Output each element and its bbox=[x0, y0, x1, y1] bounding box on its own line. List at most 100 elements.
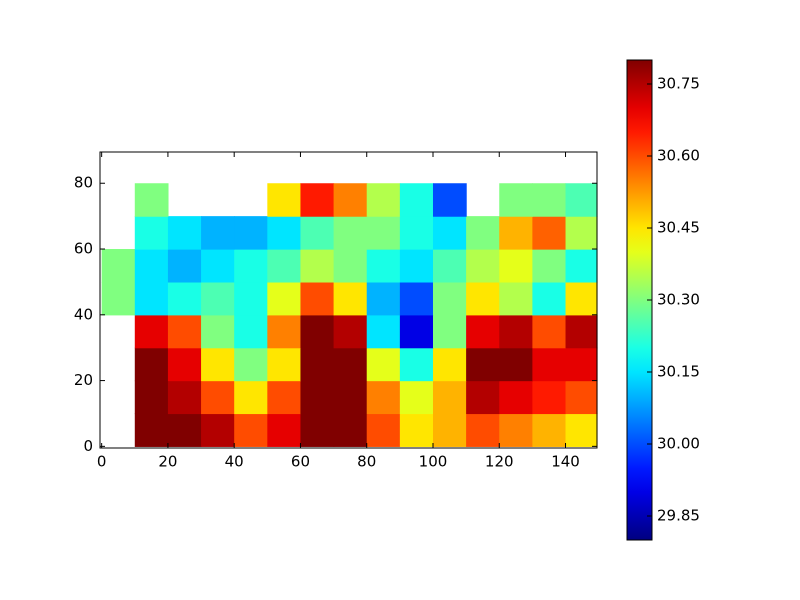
heatmap-cell bbox=[234, 314, 268, 349]
heatmap-cell bbox=[565, 314, 598, 349]
heatmap-cell bbox=[333, 314, 368, 349]
heatmap-cell bbox=[333, 413, 368, 447]
heatmap-cell bbox=[499, 183, 533, 217]
heatmap-cell bbox=[466, 216, 500, 250]
heatmap-cell bbox=[300, 183, 335, 217]
heatmap-cell bbox=[565, 281, 598, 316]
heatmap-cell bbox=[399, 216, 434, 250]
heatmap-cell bbox=[234, 249, 268, 283]
heatmap-cell bbox=[267, 216, 302, 250]
heatmap-cell bbox=[399, 380, 434, 415]
colorbar bbox=[626, 59, 653, 541]
heatmap-cell bbox=[267, 183, 302, 217]
heatmap-cell bbox=[201, 347, 235, 382]
heatmap-cell bbox=[167, 380, 202, 415]
plot-frame bbox=[99, 151, 598, 449]
heatmap-cell bbox=[565, 413, 598, 447]
heatmap-cell bbox=[565, 249, 598, 283]
heatmap-cell bbox=[466, 380, 500, 415]
y-tick-label: 60 bbox=[74, 240, 93, 258]
heatmap-cell bbox=[333, 347, 368, 382]
heatmap-cell bbox=[134, 216, 169, 250]
heatmap-cell bbox=[201, 380, 235, 415]
heatmap-cell bbox=[366, 314, 401, 349]
colorbar-tick-label: 29.85 bbox=[657, 507, 700, 525]
heatmap-cell bbox=[134, 413, 169, 447]
y-tick-label: 40 bbox=[74, 305, 93, 323]
heatmap-cell bbox=[167, 249, 202, 283]
heatmap-cell bbox=[201, 281, 235, 316]
heatmap-cell bbox=[201, 216, 235, 250]
heatmap-cell bbox=[333, 249, 368, 283]
heatmap-cell bbox=[300, 281, 335, 316]
heatmap-cell bbox=[267, 413, 302, 447]
heatmap-cell bbox=[532, 413, 567, 447]
heatmap-cell bbox=[466, 413, 500, 447]
heatmap-cell bbox=[333, 216, 368, 250]
heatmap-cell bbox=[532, 183, 567, 217]
heatmap-cell bbox=[432, 314, 467, 349]
heatmap-cell bbox=[333, 183, 368, 217]
heatmap-cell bbox=[234, 281, 268, 316]
heatmap-cell bbox=[499, 380, 533, 415]
heatmap-cell bbox=[300, 380, 335, 415]
heatmap-cell bbox=[565, 183, 598, 217]
heatmap-cell bbox=[399, 347, 434, 382]
heatmap-cell bbox=[300, 216, 335, 250]
heatmap-cell bbox=[466, 281, 500, 316]
heatmap-cell bbox=[167, 216, 202, 250]
y-tick-label: 0 bbox=[83, 437, 93, 455]
heatmap-cell bbox=[134, 249, 169, 283]
x-tick-label: 80 bbox=[357, 453, 376, 471]
colorbar-tick-label: 30.30 bbox=[657, 291, 700, 309]
heatmap-cell bbox=[432, 380, 467, 415]
heatmap-cell bbox=[134, 347, 169, 382]
heatmap-cell bbox=[399, 413, 434, 447]
heatmap-cell bbox=[267, 380, 302, 415]
colorbar-tick-label: 30.45 bbox=[657, 219, 700, 237]
x-tick-label: 40 bbox=[225, 453, 244, 471]
heatmap-cell bbox=[234, 380, 268, 415]
heatmap-cell bbox=[532, 347, 567, 382]
heatmap-cell bbox=[432, 281, 467, 316]
heatmap-cell bbox=[300, 347, 335, 382]
heatmap-cell bbox=[234, 347, 268, 382]
heatmap-cell bbox=[466, 347, 500, 382]
heatmap-cell bbox=[300, 249, 335, 283]
heatmap-cell bbox=[499, 347, 533, 382]
colorbar-tick-label: 30.75 bbox=[657, 75, 700, 93]
heatmap-cell bbox=[532, 281, 567, 316]
heatmap-cell bbox=[201, 249, 235, 283]
heatmap-cell bbox=[267, 281, 302, 316]
heatmap-cell bbox=[366, 216, 401, 250]
heatmap-cell bbox=[167, 281, 202, 316]
heatmap-cell bbox=[366, 413, 401, 447]
heatmap-cell bbox=[432, 183, 467, 217]
heatmap-cell bbox=[432, 347, 467, 382]
heatmap-cells bbox=[101, 183, 598, 447]
heatmap-cell bbox=[134, 380, 169, 415]
x-tick-label: 60 bbox=[291, 453, 310, 471]
heatmap-cell bbox=[432, 413, 467, 447]
heatmap-cell bbox=[234, 216, 268, 250]
heatmap-cell bbox=[267, 347, 302, 382]
heatmap-cell bbox=[532, 249, 567, 283]
heatmap-cell bbox=[333, 380, 368, 415]
heatmap-cell bbox=[167, 314, 202, 349]
heatmap-cell bbox=[565, 216, 598, 250]
colorbar-tick-label: 30.60 bbox=[657, 147, 700, 165]
y-tick-label: 20 bbox=[74, 371, 93, 389]
axes-overlay: 0 20 40 60 80 100 120 140 0 20 40 60 80 29.85 30.00 30.… bbox=[74, 59, 700, 541]
heatmap-cell bbox=[167, 413, 202, 447]
heatmap-cell bbox=[101, 249, 136, 283]
heatmap-cell bbox=[101, 281, 136, 316]
heatmap-cell bbox=[366, 249, 401, 283]
heatmap-cell bbox=[432, 249, 467, 283]
colorbar-tick-label: 30.15 bbox=[657, 363, 700, 381]
heatmap-cell bbox=[499, 314, 533, 349]
heatmap-cell bbox=[134, 314, 169, 349]
heatmap-cell bbox=[267, 314, 302, 349]
heatmap-cell bbox=[267, 249, 302, 283]
heatmap-cell bbox=[399, 281, 434, 316]
heatmap-cell bbox=[532, 380, 567, 415]
